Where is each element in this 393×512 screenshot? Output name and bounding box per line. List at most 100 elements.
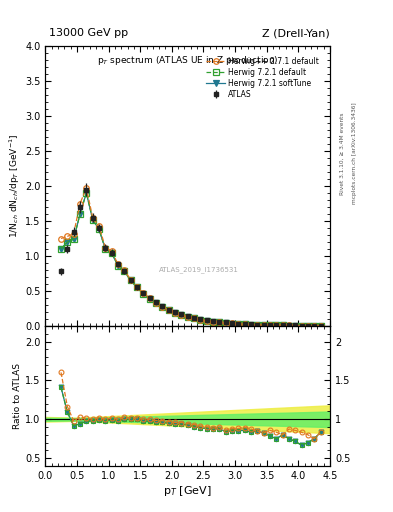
Herwig 7.2.1 default	[122, 268, 127, 274]
Herwig++ 2.7.1 default	[274, 322, 279, 328]
Herwig++ 2.7.1 default	[242, 321, 247, 327]
Herwig 7.2.1 default	[65, 239, 70, 245]
Herwig 7.2.1 softTune	[204, 318, 209, 324]
Herwig++ 2.7.1 default	[185, 314, 190, 320]
Herwig 7.2.1 softTune	[173, 310, 177, 316]
Herwig 7.2.1 softTune	[116, 263, 120, 269]
Herwig++ 2.7.1 default	[97, 223, 101, 229]
Herwig 7.2.1 default	[78, 211, 83, 217]
Herwig++ 2.7.1 default	[103, 245, 108, 251]
Text: p$_{T}$ spectrum (ATLAS UE in Z production): p$_{T}$ spectrum (ATLAS UE in Z producti…	[97, 54, 279, 68]
Herwig 7.2.1 default	[116, 263, 120, 269]
Herwig 7.2.1 softTune	[84, 190, 89, 196]
Herwig 7.2.1 default	[59, 246, 63, 252]
Y-axis label: 1/N$_{ch}$ dN$_{ch}$/dp$_{T}$ [GeV$^{-1}$]: 1/N$_{ch}$ dN$_{ch}$/dp$_{T}$ [GeV$^{-1}…	[7, 134, 22, 238]
Herwig 7.2.1 default	[141, 291, 146, 297]
Herwig++ 2.7.1 default	[141, 290, 146, 296]
Herwig 7.2.1 softTune	[280, 323, 285, 329]
Herwig++ 2.7.1 default	[280, 323, 285, 329]
Herwig 7.2.1 default	[242, 321, 247, 327]
Herwig 7.2.1 default	[280, 323, 285, 329]
Herwig 7.2.1 default	[255, 322, 260, 328]
Herwig++ 2.7.1 default	[179, 312, 184, 318]
Herwig 7.2.1 default	[217, 319, 222, 326]
Herwig 7.2.1 default	[97, 226, 101, 232]
Herwig 7.2.1 default	[286, 323, 291, 329]
Herwig 7.2.1 default	[72, 236, 76, 242]
Herwig++ 2.7.1 default	[286, 323, 291, 329]
Herwig 7.2.1 default	[230, 321, 234, 327]
Herwig++ 2.7.1 default	[217, 319, 222, 326]
Herwig 7.2.1 default	[129, 278, 133, 284]
Herwig 7.2.1 softTune	[154, 300, 158, 306]
Herwig 7.2.1 default	[223, 320, 228, 326]
Herwig 7.2.1 softTune	[65, 239, 70, 245]
Herwig++ 2.7.1 default	[166, 307, 171, 313]
Text: 13000 GeV pp: 13000 GeV pp	[49, 28, 128, 38]
Herwig 7.2.1 default	[135, 285, 140, 291]
Herwig 7.2.1 softTune	[179, 312, 184, 318]
Herwig++ 2.7.1 default	[109, 248, 114, 254]
Herwig 7.2.1 softTune	[192, 315, 196, 322]
Herwig 7.2.1 default	[192, 315, 196, 322]
Herwig 7.2.1 default	[166, 307, 171, 313]
Herwig++ 2.7.1 default	[299, 323, 304, 329]
Herwig 7.2.1 default	[90, 217, 95, 223]
Herwig 7.2.1 softTune	[160, 304, 165, 310]
Text: mcplots.cern.ch [arXiv:1306.3436]: mcplots.cern.ch [arXiv:1306.3436]	[352, 103, 357, 204]
Herwig++ 2.7.1 default	[173, 309, 177, 315]
Herwig 7.2.1 softTune	[78, 211, 83, 217]
Herwig 7.2.1 default	[312, 323, 317, 329]
Herwig 7.2.1 softTune	[217, 319, 222, 326]
Legend: Herwig++ 2.7.1 default, Herwig 7.2.1 default, Herwig 7.2.1 softTune, ATLAS: Herwig++ 2.7.1 default, Herwig 7.2.1 def…	[204, 55, 321, 100]
Herwig 7.2.1 default	[318, 323, 323, 329]
Herwig++ 2.7.1 default	[293, 323, 298, 329]
Herwig++ 2.7.1 default	[59, 236, 63, 242]
Herwig 7.2.1 softTune	[242, 321, 247, 327]
Herwig++ 2.7.1 default	[236, 321, 241, 327]
Herwig 7.2.1 default	[109, 250, 114, 257]
Herwig++ 2.7.1 default	[116, 261, 120, 267]
Herwig 7.2.1 softTune	[198, 317, 203, 323]
Herwig 7.2.1 softTune	[318, 323, 323, 329]
Text: ATLAS_2019_I1736531: ATLAS_2019_I1736531	[159, 267, 239, 273]
Herwig++ 2.7.1 default	[318, 323, 323, 329]
Herwig 7.2.1 default	[249, 322, 253, 328]
Herwig 7.2.1 default	[198, 317, 203, 323]
Text: Rivet 3.1.10, ≥ 3.4M events: Rivet 3.1.10, ≥ 3.4M events	[340, 112, 345, 195]
Herwig++ 2.7.1 default	[90, 215, 95, 221]
Herwig 7.2.1 default	[274, 322, 279, 328]
Herwig 7.2.1 default	[173, 310, 177, 316]
Herwig 7.2.1 softTune	[72, 236, 76, 242]
Herwig++ 2.7.1 default	[65, 233, 70, 240]
Herwig 7.2.1 default	[179, 312, 184, 318]
Text: Z (Drell-Yan): Z (Drell-Yan)	[263, 28, 330, 38]
X-axis label: p$_{T}$ [GeV]: p$_{T}$ [GeV]	[163, 483, 212, 498]
Herwig 7.2.1 default	[306, 323, 310, 329]
Herwig++ 2.7.1 default	[261, 322, 266, 328]
Line: Herwig 7.2.1 default: Herwig 7.2.1 default	[58, 190, 323, 329]
Herwig 7.2.1 softTune	[293, 323, 298, 329]
Herwig 7.2.1 default	[84, 190, 89, 196]
Herwig++ 2.7.1 default	[78, 200, 83, 206]
Herwig 7.2.1 softTune	[122, 268, 127, 274]
Herwig++ 2.7.1 default	[255, 322, 260, 328]
Herwig++ 2.7.1 default	[223, 320, 228, 326]
Herwig++ 2.7.1 default	[204, 317, 209, 324]
Herwig 7.2.1 default	[147, 295, 152, 302]
Herwig 7.2.1 default	[268, 322, 272, 328]
Herwig 7.2.1 softTune	[236, 321, 241, 327]
Herwig 7.2.1 softTune	[129, 278, 133, 284]
Herwig 7.2.1 softTune	[274, 322, 279, 328]
Herwig 7.2.1 softTune	[147, 295, 152, 302]
Herwig++ 2.7.1 default	[192, 315, 196, 322]
Herwig 7.2.1 softTune	[249, 322, 253, 328]
Herwig++ 2.7.1 default	[312, 323, 317, 329]
Y-axis label: Ratio to ATLAS: Ratio to ATLAS	[13, 363, 22, 429]
Herwig++ 2.7.1 default	[211, 318, 215, 325]
Herwig 7.2.1 default	[261, 322, 266, 328]
Herwig 7.2.1 softTune	[109, 250, 114, 257]
Herwig 7.2.1 softTune	[286, 323, 291, 329]
Herwig 7.2.1 softTune	[135, 285, 140, 291]
Herwig 7.2.1 default	[293, 323, 298, 329]
